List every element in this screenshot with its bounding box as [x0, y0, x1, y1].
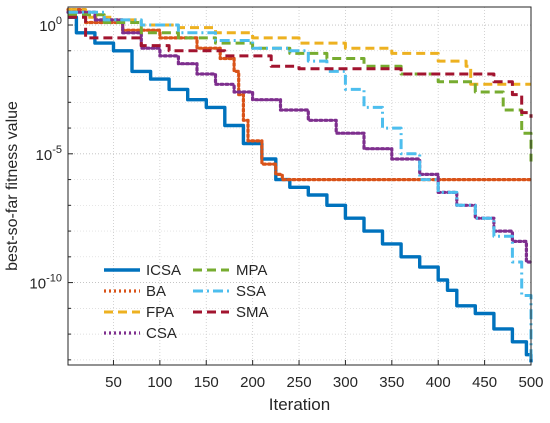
legend-label-icsa: ICSA	[146, 262, 181, 279]
x-tick-label: 250	[287, 374, 312, 391]
x-tick-label: 400	[426, 374, 451, 391]
legend-label-csa: CSA	[146, 325, 177, 342]
series-line-csa	[66, 10, 533, 264]
x-tick-label: 450	[472, 374, 497, 391]
legend-label-mpa: MPA	[236, 262, 267, 279]
series-line-mpa	[68, 13, 533, 162]
series-line-icsa	[68, 15, 533, 363]
x-tick-label: 500	[518, 374, 543, 391]
series-line-ssa	[68, 10, 533, 360]
x-tick-label: 150	[194, 374, 219, 391]
y-axis-label: best-so-far fitness value	[4, 101, 21, 271]
legend-label-sma: SMA	[236, 304, 269, 321]
series-line-sma	[68, 15, 533, 118]
y-tick-label: 10-10	[29, 273, 62, 293]
legend-label-ssa: SSA	[236, 283, 266, 300]
axis-ticks: 50 100 150 200 250 300 350 400 450 500 100 10-5 10-1…	[29, 15, 543, 391]
series-line-ba	[66, 8, 533, 182]
x-tick-label: 100	[147, 374, 172, 391]
legend-label-ba: BA	[146, 283, 166, 300]
x-tick-label: 300	[333, 374, 358, 391]
legend-label-fpa: FPA	[146, 304, 174, 321]
x-axis-label: Iteration	[269, 395, 330, 414]
x-tick-label: 350	[379, 374, 404, 391]
y-tick-label: 10-5	[36, 144, 62, 164]
x-tick-label: 200	[240, 374, 265, 391]
plot-series	[66, 8, 533, 363]
legend: ICSA BA FPA CSA MPA SSA SMA	[104, 262, 269, 342]
x-tick-label: 50	[105, 374, 122, 391]
y-tick-label: 100	[39, 15, 62, 35]
